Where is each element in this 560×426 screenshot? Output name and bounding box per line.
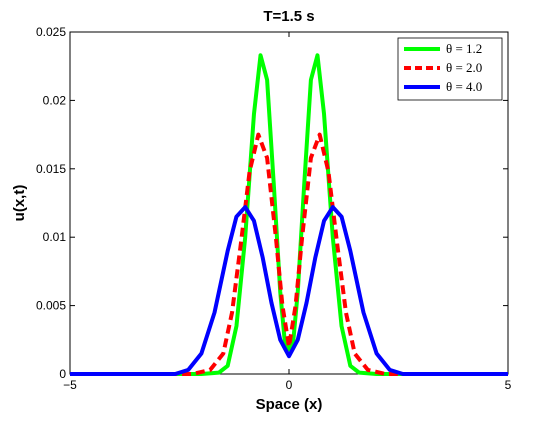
x-tick-label: 0 [286, 378, 293, 392]
legend: θ = 1.2 θ = 2.0 θ = 4.0 [397, 37, 503, 101]
series-theta-1-2-line [70, 53, 508, 376]
y-tick-label: 0.015 [36, 162, 66, 176]
chart-title: T=1.5 s [263, 8, 314, 25]
y-tick-label: 0 [59, 367, 66, 381]
x-axis-ticks: −5 0 5 [63, 32, 512, 392]
y-tick-label: 0.02 [43, 93, 67, 107]
legend-label: θ = 1.2 [446, 41, 482, 56]
series-theta-2-0-line [70, 132, 508, 376]
y-axis-label: u(x,t) [11, 185, 28, 222]
y-axis-ticks: 0 0.005 0.01 0.015 0.02 0.025 [36, 25, 508, 381]
legend-label: θ = 4.0 [446, 79, 482, 94]
x-tick-label: 5 [505, 378, 512, 392]
legend-label: θ = 2.0 [446, 60, 482, 75]
y-tick-label: 0.005 [36, 299, 66, 313]
series-layer [70, 53, 508, 376]
x-axis-label: Space (x) [256, 396, 323, 413]
series-theta-4-0-line [70, 205, 508, 376]
x-tick-label: −5 [63, 378, 77, 392]
y-tick-label: 0.025 [36, 25, 66, 39]
y-tick-label: 0.01 [43, 230, 67, 244]
